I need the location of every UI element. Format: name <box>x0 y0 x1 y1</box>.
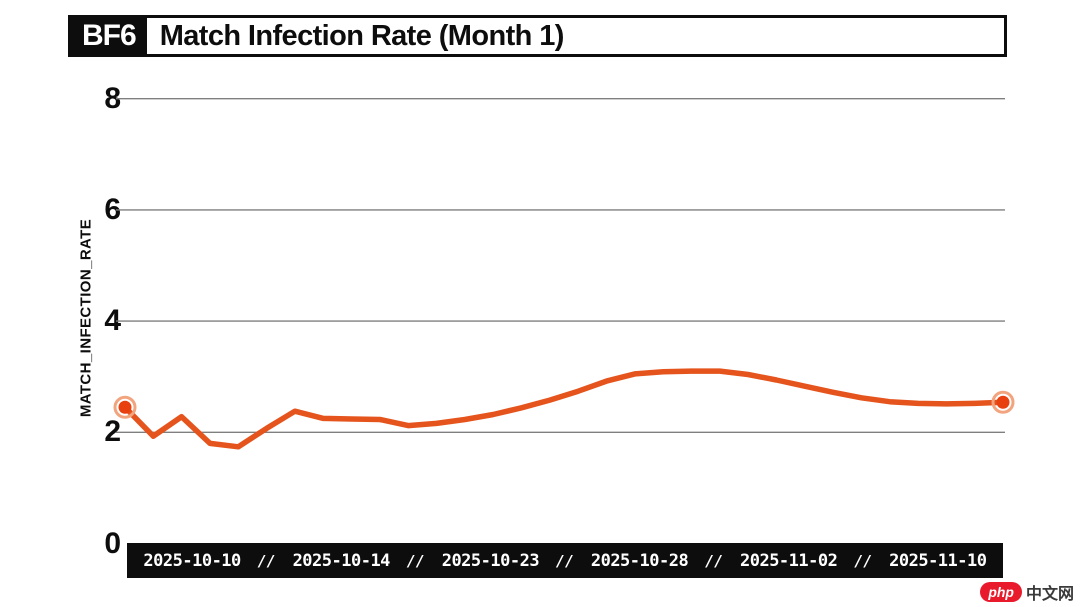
x-tick-label: 2025-11-02 <box>739 550 838 571</box>
x-tick-label: 2025-10-14 <box>292 550 391 571</box>
x-tick-separator: // <box>854 551 873 570</box>
x-tick-label: 2025-11-10 <box>889 550 987 571</box>
y-tick-label: 6 <box>104 192 121 226</box>
x-tick-separator: // <box>555 551 574 570</box>
x-axis-bar: 2025-10-10 // 2025-10-14 // 2025-10-23 // 2025… <box>127 543 1003 578</box>
x-tick-separator: // <box>705 551 724 570</box>
chart-title: Match Infection Rate (Month 1) <box>159 19 565 52</box>
chart-title-bar: BF6 Match Infection Rate (Month 1) <box>68 15 1007 57</box>
x-tick-label: 2025-10-10 <box>143 550 241 571</box>
endpoint-marker-ring <box>991 390 1015 414</box>
y-tick-label: 2 <box>104 415 121 449</box>
series-line <box>122 368 1006 450</box>
y-tick-label: 0 <box>104 526 121 560</box>
x-tick-label: 2025-10-28 <box>590 550 689 571</box>
y-tick-label: 4 <box>104 304 121 338</box>
php-logo-icon: php <box>980 582 1022 602</box>
x-tick-separator: // <box>406 551 425 570</box>
watermark: php 中文网 <box>980 580 1074 604</box>
endpoint-marker-dot <box>118 400 132 414</box>
bf6-logo-badge: BF6 <box>71 18 147 54</box>
endpoint-marker-dot <box>996 395 1010 409</box>
y-tick-label: 8 <box>104 81 121 115</box>
endpoint-marker-ring <box>113 395 137 419</box>
x-tick-separator: // <box>257 551 276 570</box>
x-tick-label: 2025-10-23 <box>441 550 540 571</box>
watermark-text: 中文网 <box>1025 586 1074 603</box>
